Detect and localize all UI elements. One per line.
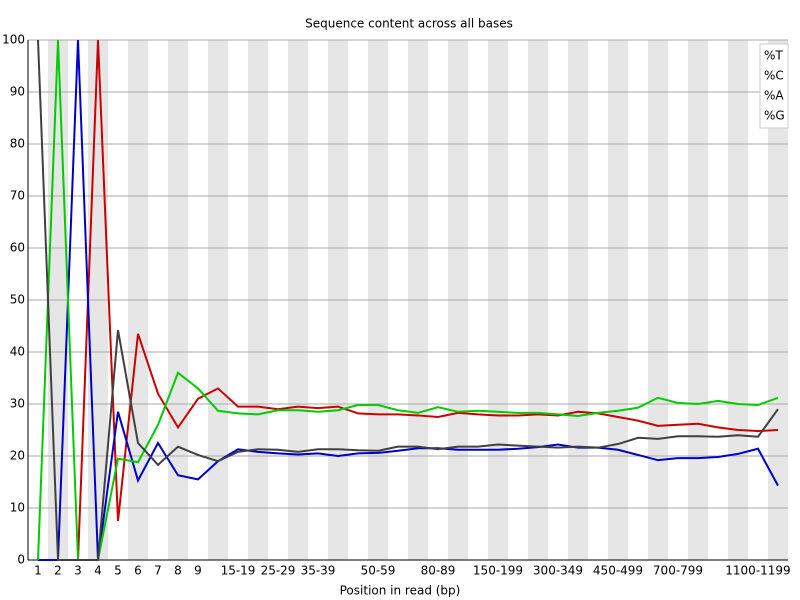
y-tick-label: 0 [17, 553, 25, 567]
y-tick-label: 60 [10, 241, 25, 255]
y-tick-label: 90 [10, 85, 25, 99]
y-tick-label: 80 [10, 137, 25, 151]
x-tick-label: 50-59 [361, 564, 396, 578]
y-tick-label: 20 [10, 449, 25, 463]
x-tick-label: 700-799 [653, 564, 703, 578]
x-tick-label: 2 [54, 564, 62, 578]
x-axis-label: Position in read (bp) [340, 584, 461, 598]
chart-title: Sequence content across all bases [305, 17, 513, 31]
y-tick-label: 30 [10, 397, 25, 411]
legend: %T %C %A %G [759, 43, 789, 129]
x-tick-label: 300-349 [533, 564, 583, 578]
legend-label: %G [764, 109, 785, 123]
x-tick-label: 9 [194, 564, 202, 578]
legend-label: %T [764, 49, 783, 63]
x-tick-label: 7 [154, 564, 162, 578]
x-tick-label: 35-39 [301, 564, 336, 578]
x-tick-label: 1100-1199 [725, 564, 790, 578]
x-tick-label: 3 [74, 564, 82, 578]
series-line [37, 39, 779, 561]
y-tick-label: 50 [10, 293, 25, 307]
x-tick-label: 8 [174, 564, 182, 578]
x-tick-label: 80-89 [421, 564, 456, 578]
x-tick-label: 5 [114, 564, 122, 578]
series-line [37, 39, 779, 561]
y-tick-label: 70 [10, 189, 25, 203]
y-tick-label: 100 [2, 33, 25, 47]
legend-label: %A [764, 89, 784, 103]
x-tick-label: 450-499 [593, 564, 643, 578]
y-tick-label: 40 [10, 345, 25, 359]
x-tick-label: 6 [134, 564, 142, 578]
legend-box [759, 43, 789, 129]
x-tick-label: 4 [94, 564, 102, 578]
series-line [38, 39, 779, 561]
x-tick-label: 15-19 [221, 564, 256, 578]
y-tick-label: 10 [10, 501, 25, 515]
x-tick-label: 1 [34, 564, 42, 578]
legend-label: %C [764, 69, 784, 83]
x-tick-label: 150-199 [473, 564, 523, 578]
series-line [38, 39, 779, 561]
x-tick-label: 25-29 [261, 564, 296, 578]
